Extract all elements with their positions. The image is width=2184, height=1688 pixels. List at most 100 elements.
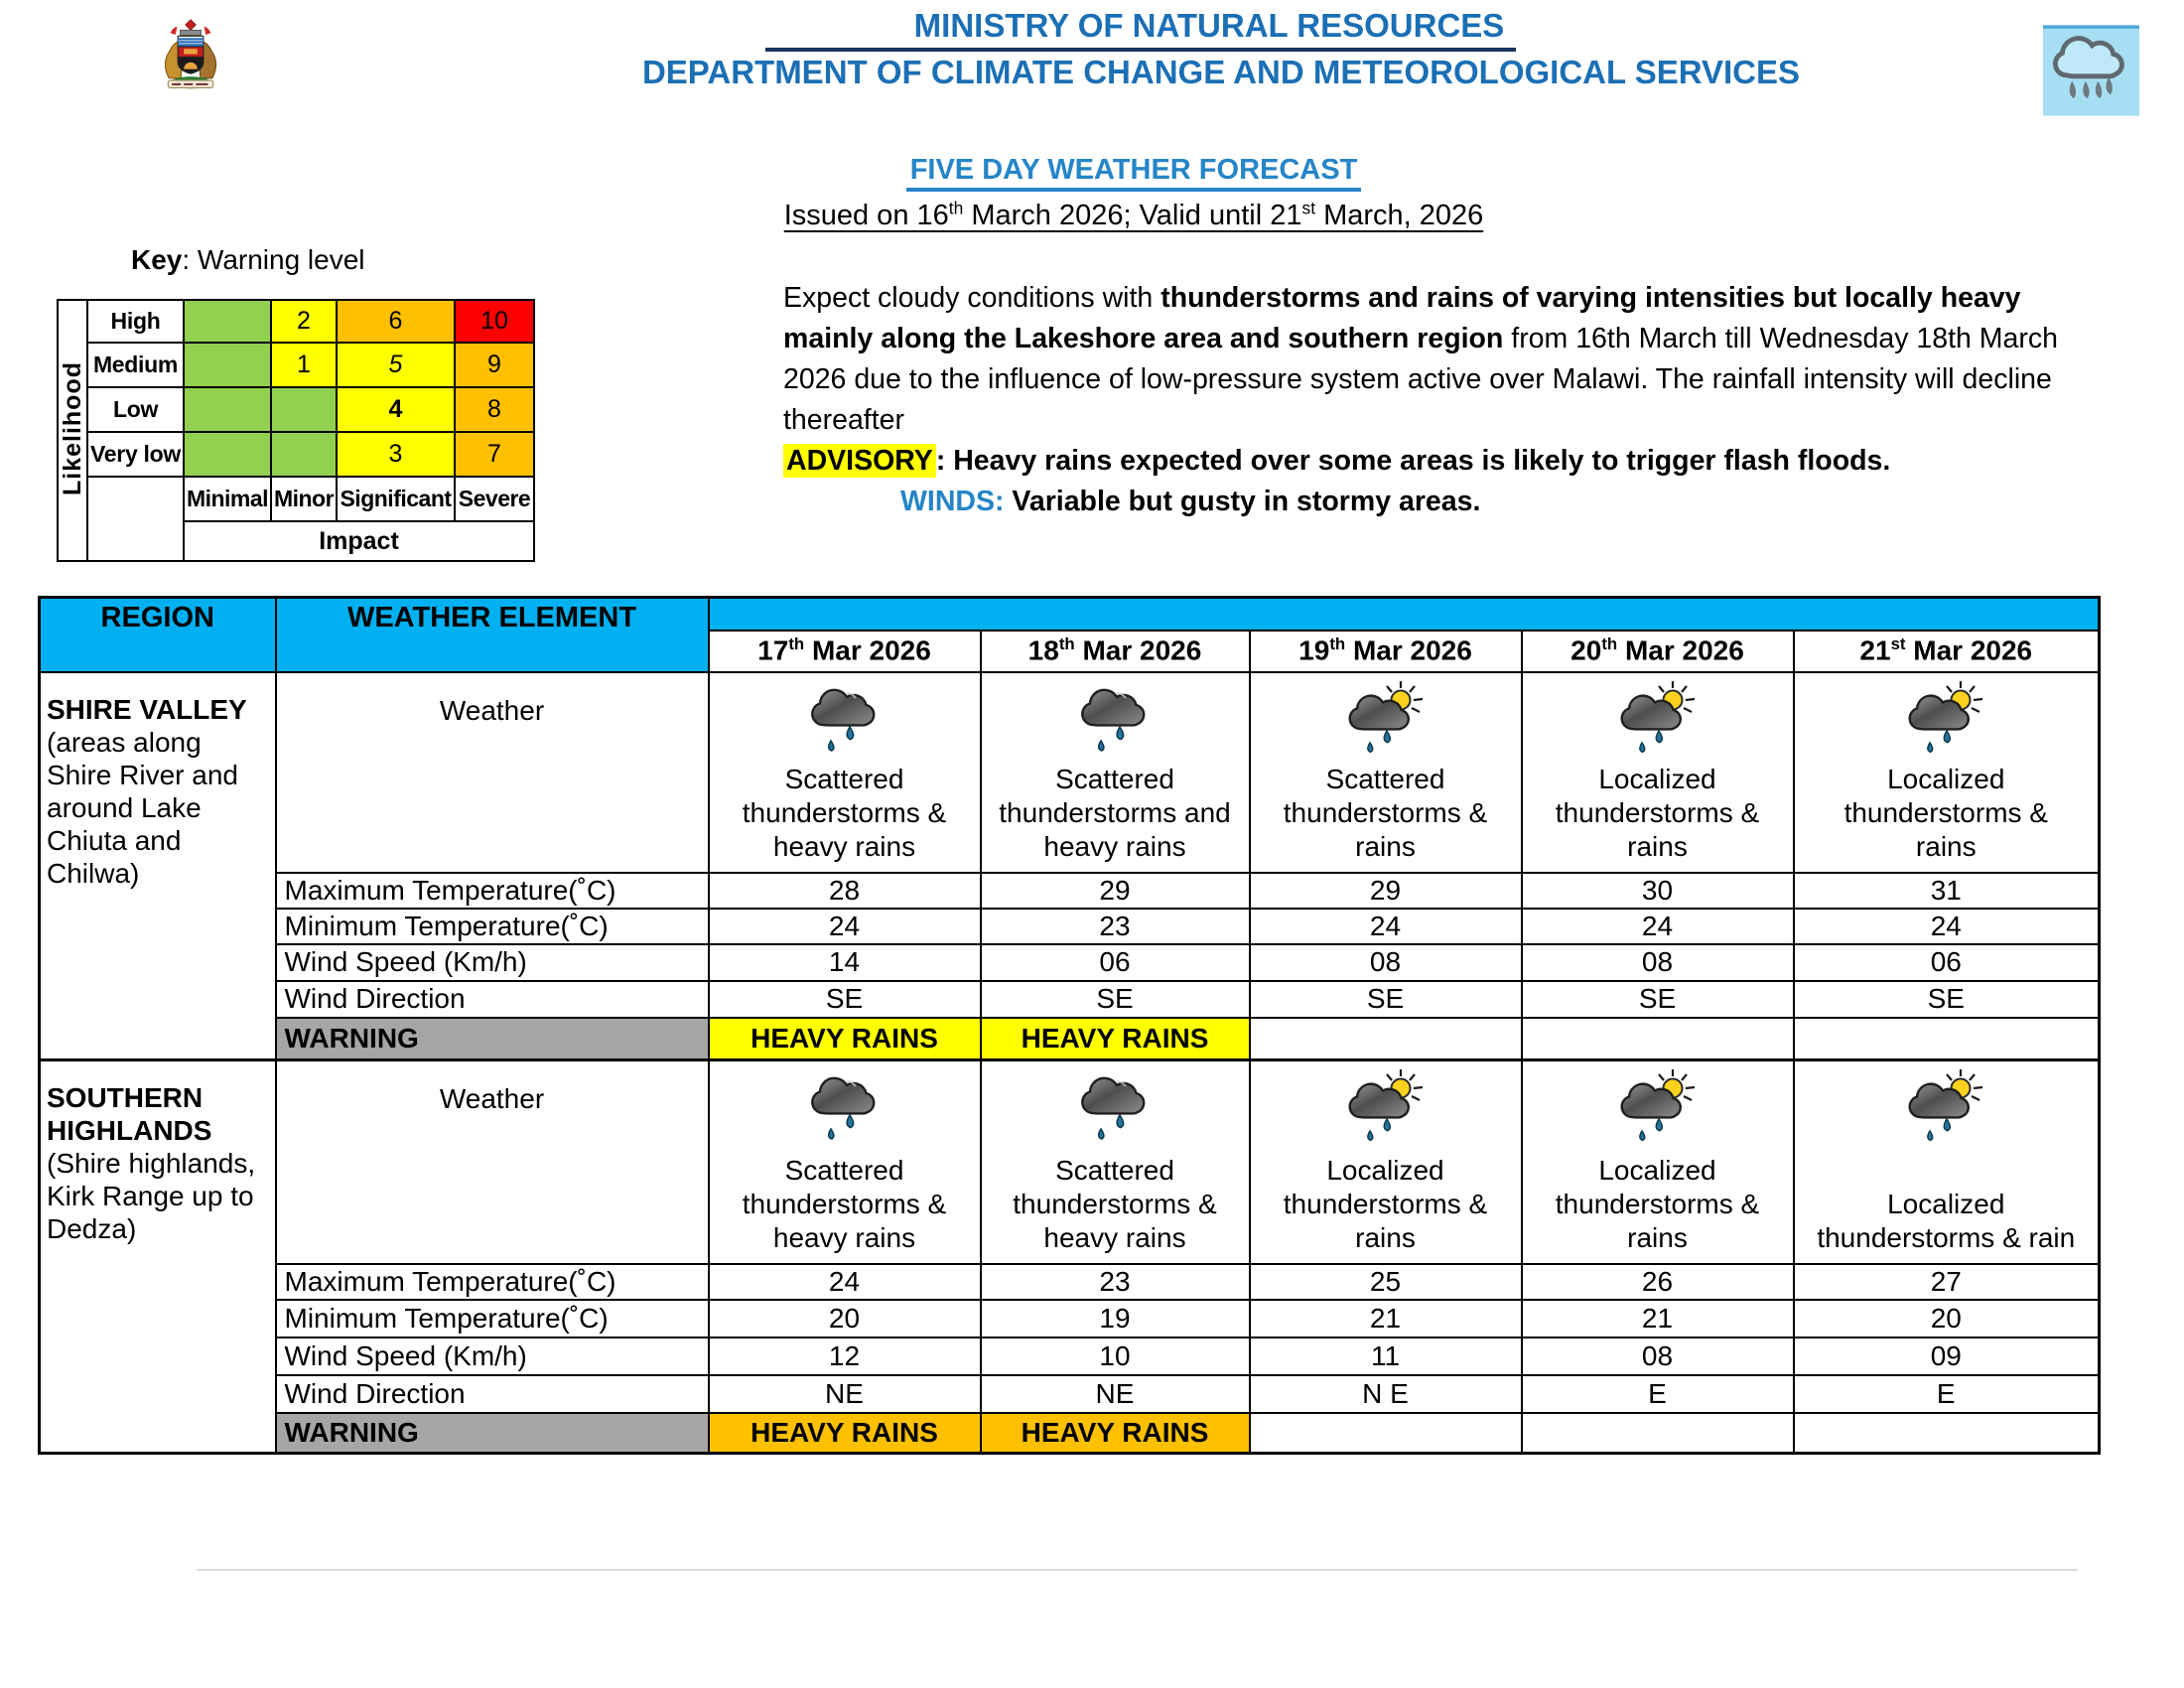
min-temperature-value: 21	[1248, 1298, 1523, 1338]
region-cell: SHIRE VALLEY (areas along Shire River an…	[38, 670, 277, 1061]
likelihood-axis-label: Likelihood	[57, 299, 88, 562]
max-temperature-value: 28	[707, 871, 982, 910]
max-temperature-value: 23	[979, 1262, 1251, 1301]
min-temperature-value: 24	[1520, 907, 1795, 945]
forecast-table: REGION WEATHER ELEMENT 17th Mar 2026 18th…	[38, 596, 2102, 1455]
advisory-line: ADVISORY: Heavy rains expected over some…	[783, 441, 2089, 482]
max-temperature-value: 29	[979, 871, 1251, 910]
weather-description: Scattered thunderstorms & heavy rains	[1013, 1155, 1217, 1253]
likelihood-level-label: High	[86, 299, 185, 344]
weather-forecast-cell: Scattered thunderstorms & heavy rains	[979, 1058, 1251, 1265]
weather-description: Localized thunderstorms & rains	[1555, 1155, 1760, 1253]
wind-direction-row-label: Wind Direction	[274, 1373, 710, 1414]
weather-forecast-cell: Scattered thunderstorms & heavy rains	[707, 670, 982, 874]
wind-direction-value: SE	[1792, 979, 2101, 1019]
region-cell: SOUTHERN HIGHLANDS (Shire highlands, Kir…	[38, 1058, 277, 1455]
forecast-summary-block: Expect cloudy conditions with thundersto…	[783, 278, 2089, 522]
warning-level-cell: 10	[454, 299, 535, 344]
wind-direction-value: SE	[707, 979, 982, 1019]
sun-cloud-rain-icon	[1904, 1067, 1987, 1145]
weather-forecast-cell: Localized thunderstorms & rains	[1792, 670, 2101, 874]
wind-direction-value: SE	[1520, 979, 1795, 1019]
wind-direction-value: NE	[979, 1373, 1251, 1414]
advisory-label: ADVISORY	[783, 444, 936, 478]
wind-direction-value: E	[1520, 1373, 1795, 1414]
warning-level-cell: 1	[270, 342, 338, 388]
min-temperature-value: 20	[1792, 1298, 2101, 1338]
weather-description: Localized thunderstorms & rains	[1283, 1155, 1488, 1253]
min-temperature-value: 24	[707, 907, 982, 945]
key-spacer-cell	[86, 476, 185, 562]
weather-forecast-cell: Scattered thunderstorms & rains	[1248, 670, 1523, 874]
likelihood-level-label: Low	[86, 386, 185, 433]
weather-row-label: Weather	[274, 670, 710, 874]
footer-divider	[197, 1569, 2078, 1571]
wind-speed-value: 12	[707, 1336, 982, 1376]
impact-level-label: Minimal	[183, 476, 272, 522]
max-temperature-value: 26	[1520, 1262, 1795, 1301]
weather-description: Localized thunderstorms & rains	[1843, 763, 2048, 862]
department-title: DEPARTMENT OF CLIMATE CHANGE AND METEORO…	[641, 54, 1801, 90]
document-header: MINISTRY OF NATURAL RESOURCES DEPARTMENT…	[228, 6, 2184, 92]
region-description: (Shire highlands, Kirk Range up to Dedza…	[47, 1148, 256, 1244]
key-label: Key: Warning level	[131, 244, 365, 275]
region-header: REGION	[38, 596, 277, 673]
warning-row-label: WARNING	[274, 1411, 710, 1455]
date-header: 20th Mar 2026	[1520, 629, 1795, 673]
warning-level-cell: 3	[336, 431, 456, 478]
min-temperature-value: 21	[1520, 1298, 1795, 1338]
wind-speed-value: 06	[979, 942, 1251, 982]
max-temperature-row-label: Maximum Temperature(˚C)	[274, 871, 710, 910]
warning-level-cell: 7	[454, 431, 535, 478]
warning-cell	[1792, 1016, 2101, 1061]
weather-description: Localized thunderstorms & rains	[1555, 763, 1760, 862]
wind-direction-value: SE	[979, 979, 1251, 1019]
region-name: SHIRE VALLEY	[47, 693, 247, 725]
wind-speed-value: 08	[1248, 942, 1523, 982]
wind-speed-value: 08	[1520, 942, 1795, 982]
warning-row-label: WARNING	[274, 1016, 710, 1061]
rain-cloud-icon	[803, 1067, 887, 1145]
min-temperature-value: 20	[707, 1298, 982, 1338]
sun-cloud-rain-icon	[1616, 679, 1700, 757]
warning-cell: HEAVY RAINS	[707, 1411, 982, 1455]
warning-level-cell: 4	[336, 386, 456, 433]
likelihood-level-label: Very low	[86, 431, 185, 478]
rain-cloud-emblem-icon	[2043, 25, 2139, 116]
rain-cloud-icon	[1073, 679, 1157, 757]
warning-level-cell: 2	[270, 299, 338, 344]
warning-level-cell	[183, 299, 272, 344]
max-temperature-value: 29	[1248, 871, 1523, 910]
min-temperature-value: 24	[1248, 907, 1523, 945]
warning-cell	[1520, 1411, 1795, 1455]
wind-speed-value: 14	[707, 942, 982, 982]
impact-axis-label: Impact	[183, 520, 535, 562]
date-header: 17th Mar 2026	[707, 629, 982, 673]
ministry-title: MINISTRY OF NATURAL RESOURCES	[228, 6, 2184, 52]
max-temperature-value: 30	[1520, 871, 1795, 910]
region-description: (areas along Shire River and around Lake…	[47, 726, 238, 889]
warning-level-cell: 9	[454, 342, 535, 388]
wind-direction-row-label: Wind Direction	[274, 979, 710, 1019]
weather-forecast-cell: Localized thunderstorms & rains	[1520, 670, 1795, 874]
weather-description: Scattered thunderstorms & heavy rains	[742, 763, 947, 862]
warning-level-cell	[183, 342, 272, 388]
warning-cell: HEAVY RAINS	[979, 1016, 1251, 1061]
min-temperature-row-label: Minimum Temperature(˚C)	[274, 1298, 710, 1338]
max-temperature-value: 25	[1248, 1262, 1523, 1301]
rain-cloud-icon	[1073, 1067, 1157, 1145]
weather-forecast-cell: Scattered thunderstorms & heavy rains	[707, 1058, 982, 1265]
warning-level-cell	[183, 431, 272, 478]
weather-forecast-cell: Scattered thunderstorms and heavy rains	[979, 670, 1251, 874]
sun-cloud-rain-icon	[1344, 679, 1428, 757]
max-temperature-value: 27	[1792, 1262, 2101, 1301]
dates-band	[707, 596, 2101, 632]
region-name: SOUTHERN HIGHLANDS	[47, 1082, 212, 1146]
warning-level-matrix: Likelihood High 2 6 10 Medium 1 5 9 Low 4 8 Very low…	[57, 299, 535, 562]
warning-level-cell: 8	[454, 386, 535, 433]
max-temperature-value: 24	[707, 1262, 982, 1301]
weather-description: Scattered thunderstorms & rains	[1283, 763, 1488, 862]
wind-speed-row-label: Wind Speed (Km/h)	[274, 942, 710, 982]
max-temperature-row-label: Maximum Temperature(˚C)	[274, 1262, 710, 1301]
wind-direction-value: SE	[1248, 979, 1523, 1019]
